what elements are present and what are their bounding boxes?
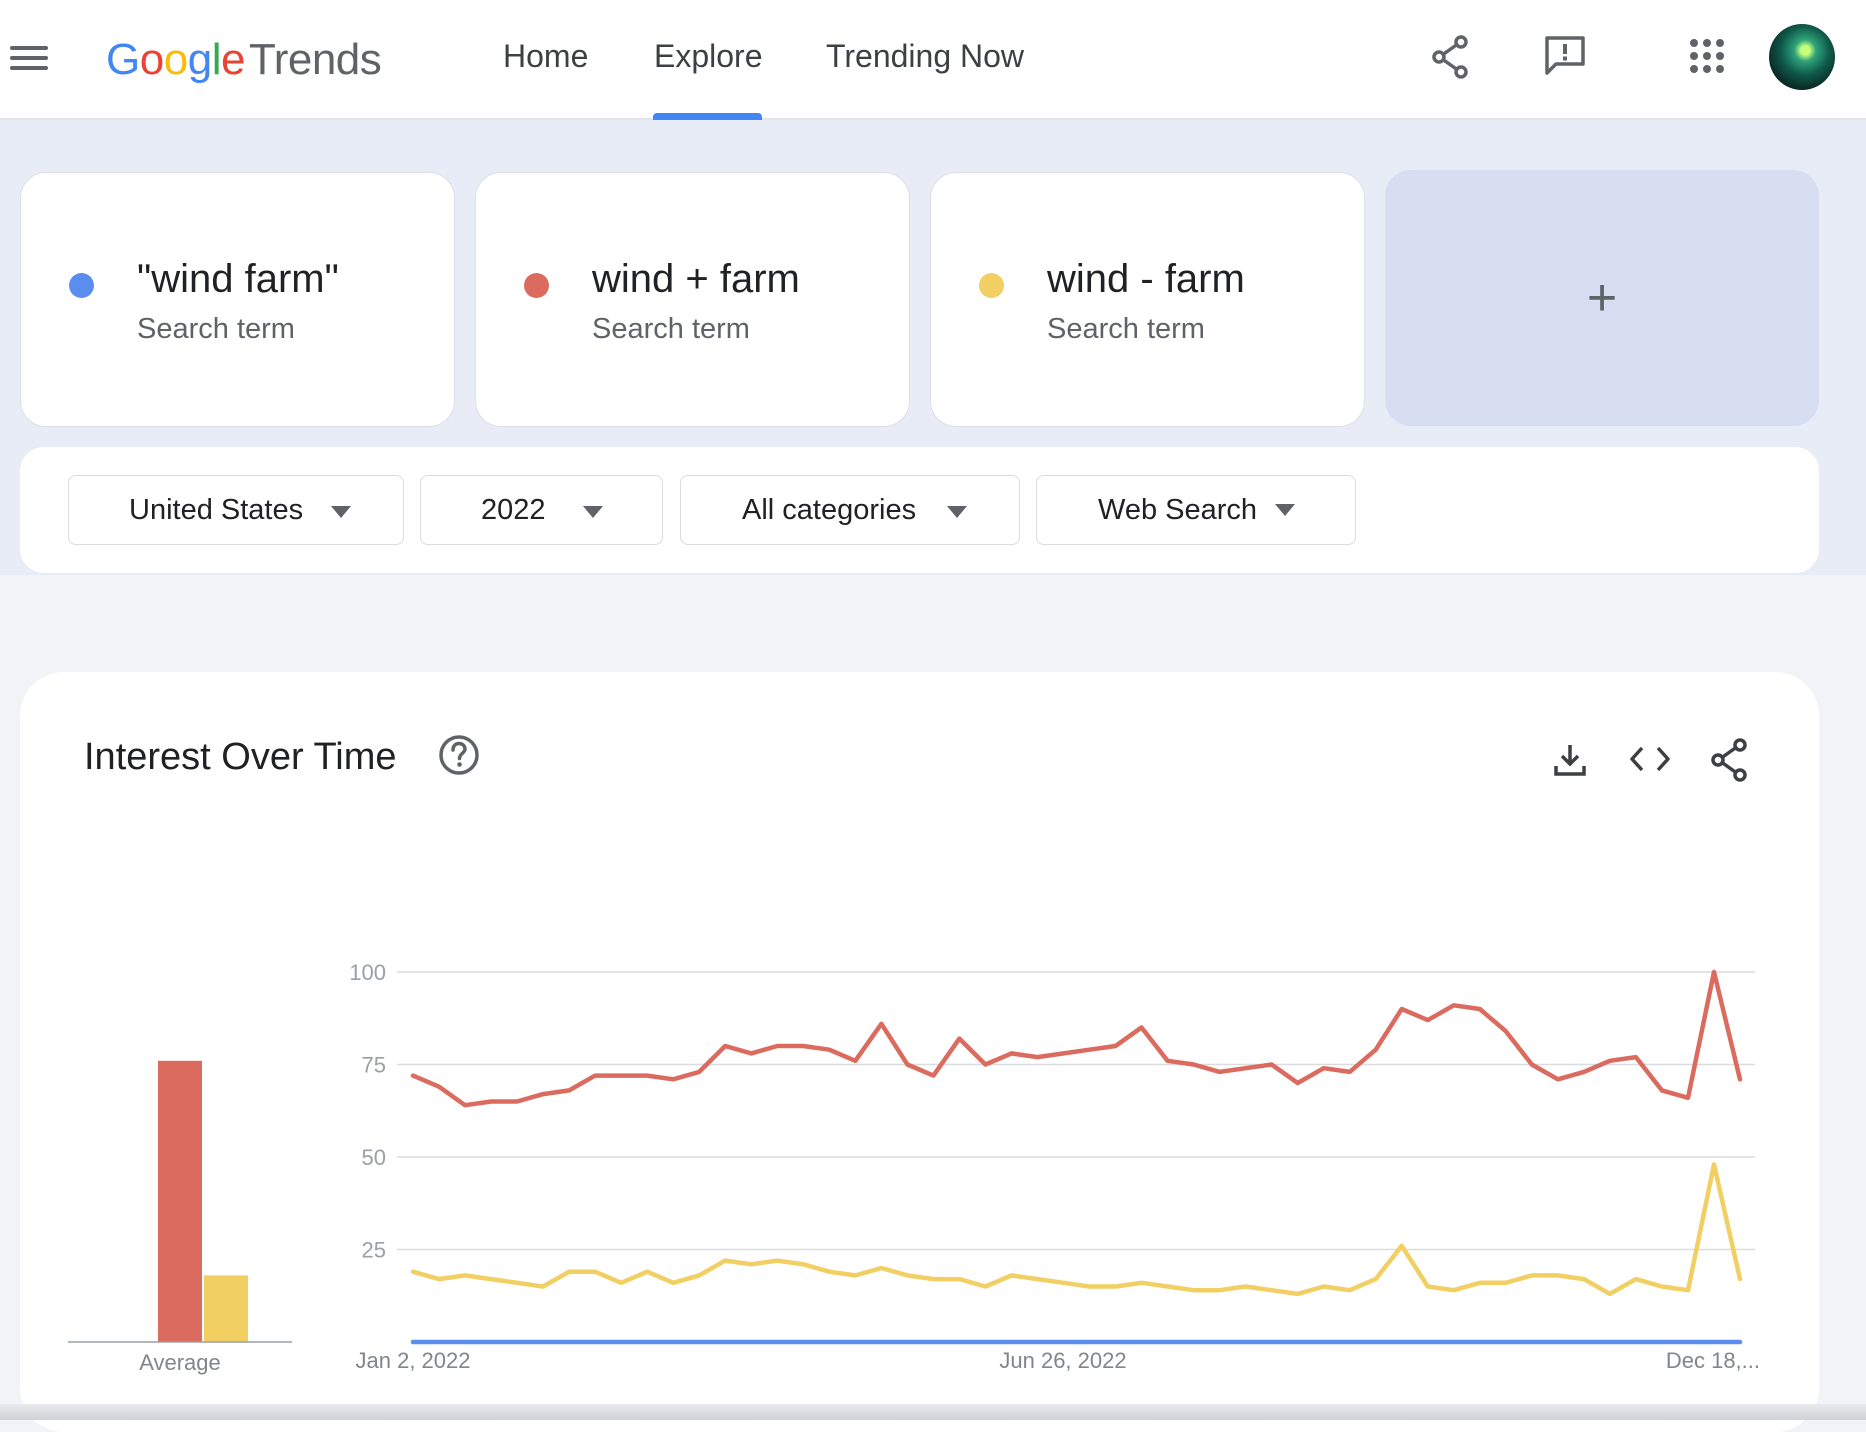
apps-icon[interactable] xyxy=(1689,38,1725,74)
embed-icon[interactable] xyxy=(1628,744,1672,774)
series-color-dot xyxy=(979,273,1004,298)
add-comparison-button[interactable]: + xyxy=(1385,170,1819,426)
search-term-name: "wind farm" xyxy=(137,257,339,301)
x-tick-label: Dec 18,... xyxy=(1666,1348,1760,1373)
region-dropdown[interactable]: United States xyxy=(68,475,404,545)
x-tick-label: Jun 26, 2022 xyxy=(999,1348,1126,1373)
avatar[interactable] xyxy=(1769,24,1835,90)
category-value: All categories xyxy=(742,494,917,526)
menu-icon[interactable] xyxy=(10,44,48,72)
nav-home[interactable]: Home xyxy=(503,38,589,74)
search-term-card-3[interactable]: wind - farm Search term xyxy=(930,172,1365,427)
series-color-dot xyxy=(524,273,549,298)
search-term-type: Search term xyxy=(592,313,750,345)
google-trends-logo[interactable]: GoogleTrends xyxy=(106,35,382,84)
caret-down-icon xyxy=(947,506,967,518)
download-icon[interactable] xyxy=(1553,743,1587,777)
search-term-card-2[interactable]: wind + farm Search term xyxy=(475,172,910,427)
caret-down-icon xyxy=(583,506,603,518)
property-dropdown[interactable]: Web Search xyxy=(1036,475,1356,545)
app-header: GoogleTrends Home Explore Trending Now xyxy=(0,0,1866,120)
search-term-name: wind - farm xyxy=(1047,257,1245,301)
y-tick-label: 50 xyxy=(362,1145,386,1170)
series-color-dot xyxy=(69,273,94,298)
nav-active-indicator xyxy=(653,113,762,120)
y-tick-label: 25 xyxy=(362,1238,386,1263)
plus-icon: + xyxy=(1586,269,1618,327)
time-dropdown[interactable]: 2022 xyxy=(420,475,663,545)
y-tick-label: 100 xyxy=(349,960,386,985)
feedback-icon[interactable] xyxy=(1543,34,1587,76)
nav-trending-now[interactable]: Trending Now xyxy=(826,38,1025,74)
caret-down-icon xyxy=(1275,504,1295,516)
average-bar xyxy=(158,1060,202,1342)
category-dropdown[interactable]: All categories xyxy=(680,475,1020,545)
x-tick-label: Jan 2, 2022 xyxy=(356,1348,471,1373)
search-term-name: wind + farm xyxy=(592,257,800,301)
time-value: 2022 xyxy=(481,494,546,526)
y-tick-label: 75 xyxy=(362,1053,386,1078)
search-term-type: Search term xyxy=(137,313,295,345)
share-icon[interactable] xyxy=(1430,34,1472,80)
share-icon[interactable] xyxy=(1709,737,1751,783)
series-line xyxy=(410,1162,1743,1297)
nav-explore[interactable]: Explore xyxy=(654,38,763,74)
average-label: Average xyxy=(139,1350,221,1375)
caret-down-icon xyxy=(331,506,351,518)
region-value: United States xyxy=(129,494,304,526)
interest-over-time-card xyxy=(20,672,1819,1432)
search-term-type: Search term xyxy=(1047,313,1205,345)
property-value: Web Search xyxy=(1098,494,1258,526)
series-line xyxy=(410,969,1743,1108)
page-bottom-edge xyxy=(0,1404,1866,1420)
search-term-card-1[interactable]: "wind farm" Search term xyxy=(20,172,455,427)
average-bar xyxy=(204,1275,248,1342)
card-title: Interest Over Time xyxy=(84,736,397,778)
help-icon[interactable] xyxy=(438,734,480,776)
